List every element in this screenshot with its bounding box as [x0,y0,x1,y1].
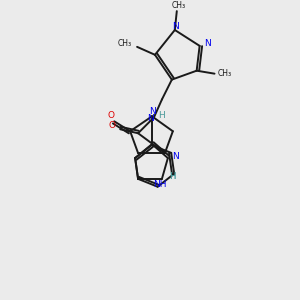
Text: CH₃: CH₃ [118,39,132,48]
Text: H: H [158,111,165,120]
Text: N: N [172,152,179,160]
Text: O: O [109,121,116,130]
Text: CH₃: CH₃ [218,69,232,78]
Text: N: N [204,39,211,48]
Text: N: N [150,107,156,116]
Text: O: O [108,111,115,120]
Text: NH: NH [153,180,167,189]
Text: H: H [169,172,175,182]
Text: H: H [169,172,175,182]
Text: N: N [172,22,179,31]
Text: N: N [147,114,153,123]
Text: CH₃: CH₃ [172,1,186,10]
